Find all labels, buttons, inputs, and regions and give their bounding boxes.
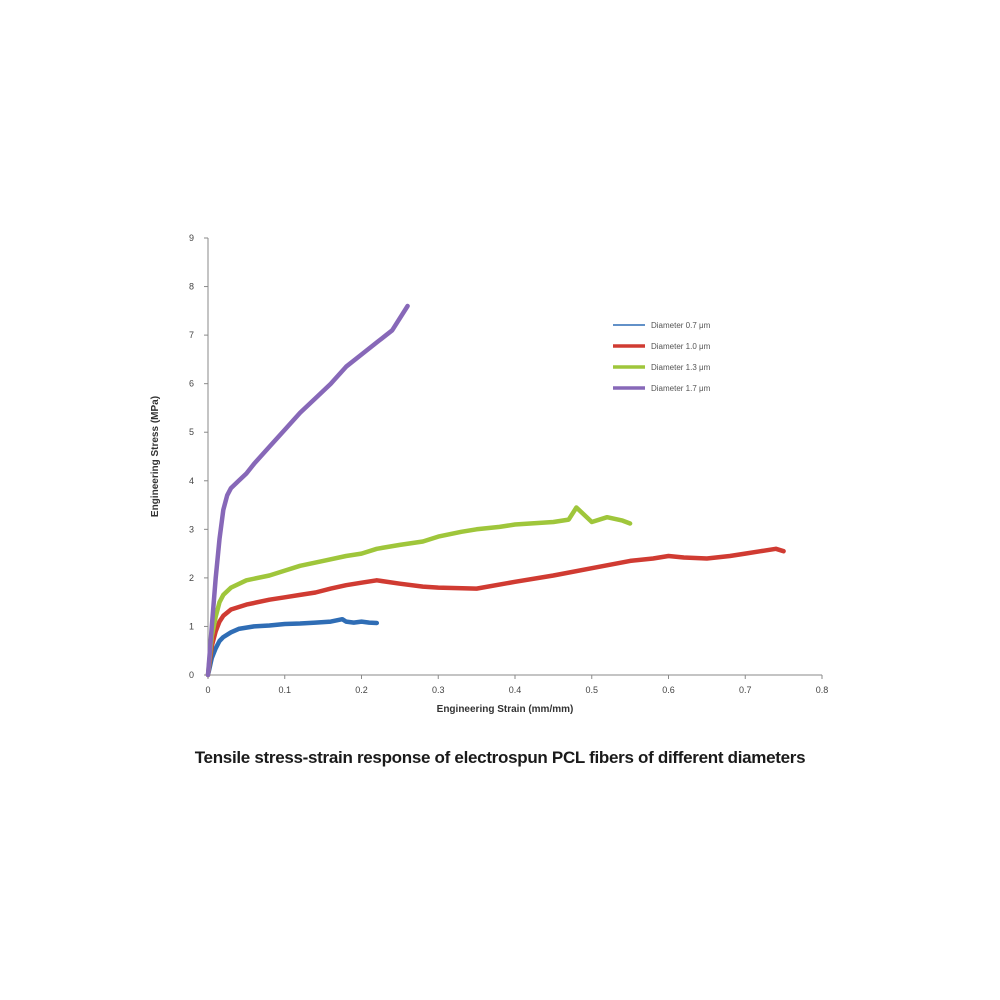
series-line-4 xyxy=(205,303,410,678)
x-tick-label: 0.8 xyxy=(816,685,829,695)
stress-strain-chart: 0 1 2 3 4 5 6 7 8 9 0 0.1 0.2 0.3 0.4 0.5 0.6 0.7 0.8 Diam… xyxy=(150,233,828,715)
x-tick-label: 0.5 xyxy=(585,685,598,695)
x-tick-label: 0.1 xyxy=(278,685,291,695)
y-tick-label: 6 xyxy=(189,379,194,389)
legend-label-3: Diameter 1.3 μm xyxy=(651,363,711,372)
series-lines xyxy=(205,303,786,678)
y-tick-label: 8 xyxy=(189,282,194,292)
x-axis-title: Engineering Strain (mm/mm) xyxy=(437,704,574,715)
x-tick-label: 0.7 xyxy=(739,685,752,695)
x-tick-label: 0.6 xyxy=(662,685,675,695)
legend: Diameter 0.7 μm Diameter 1.0 μm Diameter 1… xyxy=(613,321,711,393)
legend-label-2: Diameter 1.0 μm xyxy=(651,342,711,351)
y-tick-label: 5 xyxy=(189,427,194,437)
figure-caption: Tensile stress-strain response of electr… xyxy=(194,748,806,767)
x-tick-label: 0 xyxy=(205,685,210,695)
y-tick-label: 9 xyxy=(189,233,194,243)
y-tick-label: 1 xyxy=(189,621,194,631)
legend-label-1: Diameter 0.7 μm xyxy=(651,321,711,330)
x-tick-label: 0.3 xyxy=(432,685,445,695)
y-axis-title: Engineering Stress (MPa) xyxy=(150,396,161,517)
legend-label-4: Diameter 1.7 μm xyxy=(651,384,711,393)
series-line-3 xyxy=(205,505,633,678)
x-tick-label: 0.4 xyxy=(509,685,522,695)
y-tick-label: 2 xyxy=(189,573,194,583)
y-tick-label: 3 xyxy=(189,524,194,534)
y-tick-label: 0 xyxy=(189,670,194,680)
y-tick-label: 4 xyxy=(189,476,194,486)
x-tick-label: 0.2 xyxy=(355,685,368,695)
series-line-2 xyxy=(205,546,786,678)
series-line-1 xyxy=(205,616,380,678)
y-tick-label: 7 xyxy=(189,330,194,340)
axes: 0 1 2 3 4 5 6 7 8 9 0 0.1 0.2 0.3 0.4 0.5 0.6 0.7 0.8 xyxy=(189,233,828,695)
